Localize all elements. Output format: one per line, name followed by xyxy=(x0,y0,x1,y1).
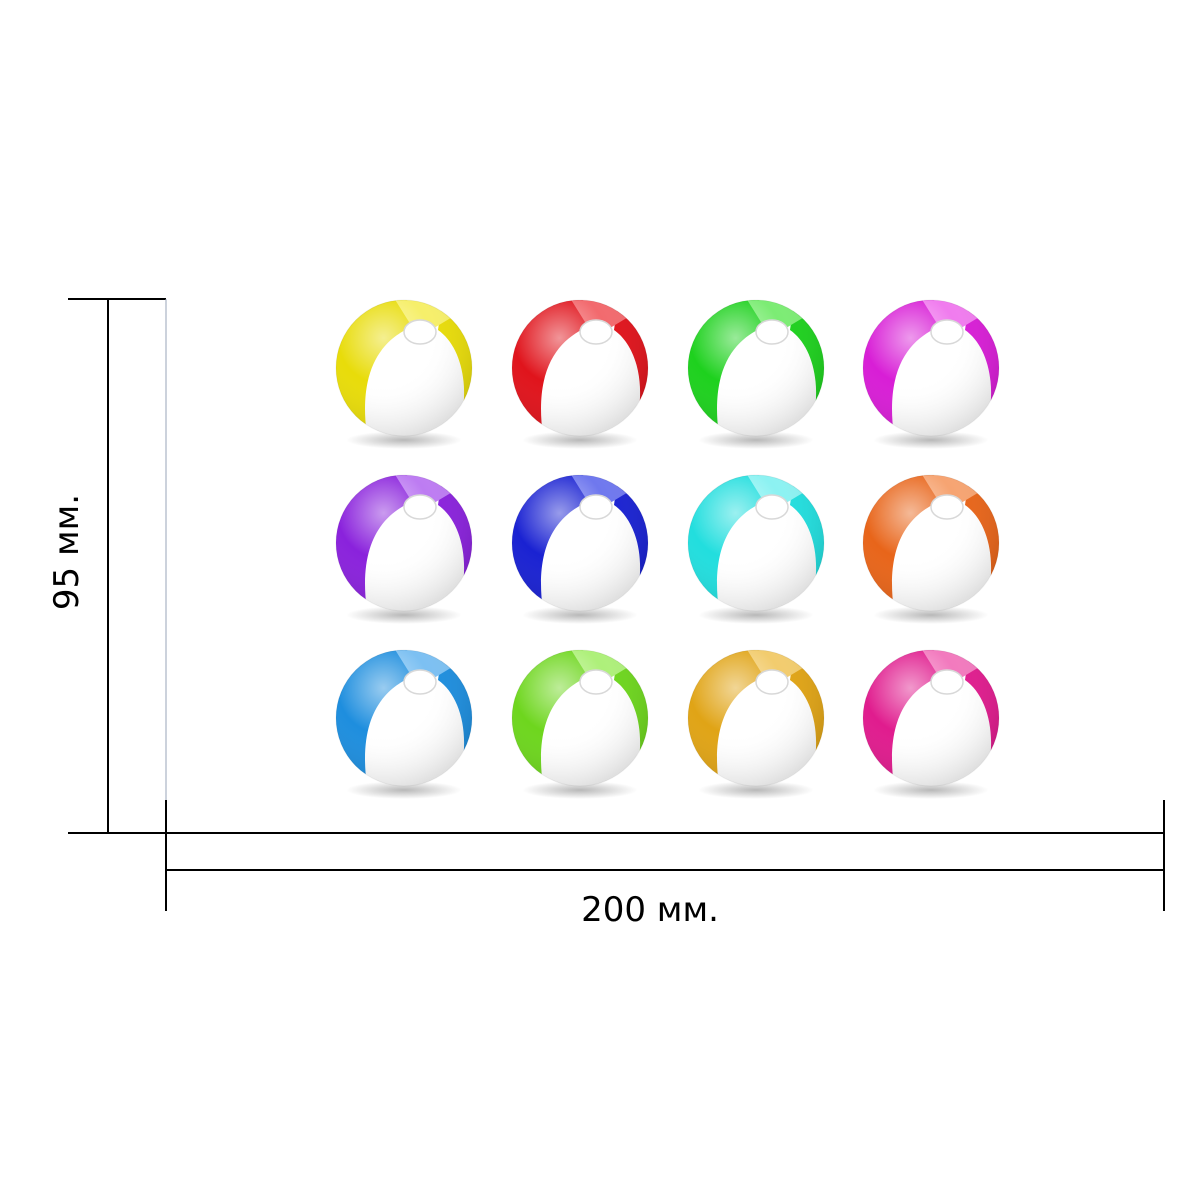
beach-ball xyxy=(687,299,825,449)
beach-ball xyxy=(862,474,1000,624)
ball-shadow xyxy=(522,781,638,799)
ball-cap xyxy=(930,669,964,695)
ball-cap xyxy=(579,319,613,345)
ball-shadow xyxy=(873,606,989,624)
ball-cap xyxy=(579,494,613,520)
beach-ball xyxy=(511,474,649,624)
ball-cap xyxy=(579,669,613,695)
ball-cap xyxy=(755,494,789,520)
beach-ball xyxy=(511,299,649,449)
ball-shadow xyxy=(346,606,462,624)
ball-shadow xyxy=(346,431,462,449)
ball-cap xyxy=(755,669,789,695)
beach-ball xyxy=(687,474,825,624)
beach-ball xyxy=(511,649,649,799)
ball-cap xyxy=(403,669,437,695)
beach-ball xyxy=(335,649,473,799)
ball-shadow xyxy=(698,431,814,449)
ball-cap xyxy=(930,319,964,345)
ball-cap xyxy=(403,494,437,520)
width-dimension xyxy=(165,800,1165,911)
beach-ball xyxy=(862,649,1000,799)
beach-ball xyxy=(335,474,473,624)
width-label: 200 мм. xyxy=(581,890,719,930)
ball-shadow xyxy=(873,431,989,449)
ball-shadow xyxy=(698,781,814,799)
ball-cap xyxy=(755,319,789,345)
beach-ball xyxy=(687,649,825,799)
height-label: 95 мм. xyxy=(47,493,87,611)
ball-shadow xyxy=(522,431,638,449)
ball-cap xyxy=(930,494,964,520)
ball-shadow xyxy=(346,781,462,799)
ball-cap xyxy=(403,319,437,345)
height-dimension xyxy=(68,298,167,834)
ball-grid xyxy=(335,299,1000,799)
ball-shadow xyxy=(698,606,814,624)
beach-ball xyxy=(335,299,473,449)
ball-shadow xyxy=(522,606,638,624)
ball-shadow xyxy=(873,781,989,799)
beach-ball xyxy=(862,299,1000,449)
